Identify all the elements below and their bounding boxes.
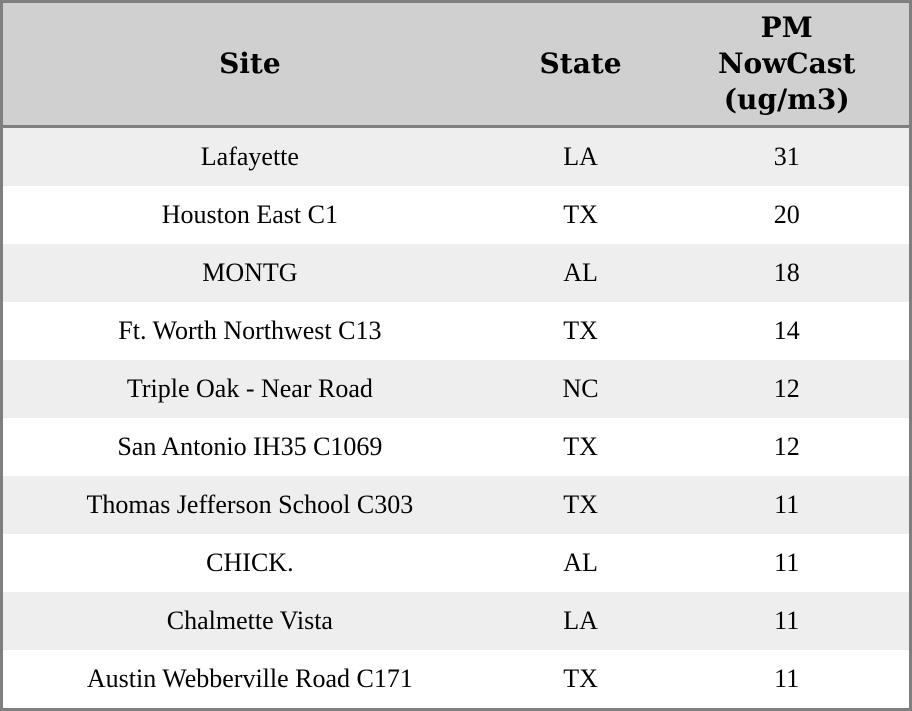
column-header-pm-nowcast: PM NowCast (ug/m3) xyxy=(664,3,909,128)
cell-state: TX xyxy=(563,431,598,461)
table-row: San Antonio IH35 C1069 TX 12 xyxy=(3,417,909,476)
table-row: MONTG AL 18 xyxy=(3,244,909,302)
cell-state: TX xyxy=(563,315,598,345)
cell-state: LA xyxy=(563,605,598,635)
cell-site: Lafayette xyxy=(200,142,299,171)
cell-state: LA xyxy=(563,142,598,171)
table-row: Lafayette LA 31 xyxy=(3,126,909,187)
cell-state: NC xyxy=(562,373,599,403)
cell-state: TX xyxy=(563,489,598,519)
table-row: Thomas Jefferson School C303 TX 11 xyxy=(3,475,909,534)
cell-site: Chalmette Vista xyxy=(166,605,333,635)
table-header: Site State PM NowCast (ug/m3) xyxy=(3,3,909,128)
cell-pm: 11 xyxy=(774,663,800,693)
cell-pm: 31 xyxy=(773,142,800,171)
table-row: Houston East C1 TX 20 xyxy=(3,186,909,244)
table-row: Chalmette Vista LA 11 xyxy=(3,591,909,650)
cell-site: Ft. Worth Northwest C13 xyxy=(118,315,382,345)
table-body: Lafayette LA 31 Houston East C1 TX 20 MONTG AL 1… xyxy=(3,126,909,708)
cell-site: Houston East C1 xyxy=(161,200,338,229)
table-row: Triple Oak - Near Road NC 12 xyxy=(3,359,909,418)
header-row: Site State PM NowCast (ug/m3) xyxy=(3,3,909,128)
cell-state: AL xyxy=(563,257,598,287)
table-row: CHICK. AL 11 xyxy=(3,533,909,592)
cell-state: AL xyxy=(563,547,598,577)
cell-pm: 12 xyxy=(773,431,800,461)
cell-site: San Antonio IH35 C1069 xyxy=(117,431,383,461)
cell-pm: 11 xyxy=(774,547,800,577)
cell-site: MONTG xyxy=(202,257,298,287)
cell-pm: 14 xyxy=(773,315,800,345)
column-header-state: State xyxy=(496,3,665,128)
cell-state: TX xyxy=(563,663,598,693)
table-row: Austin Webberville Road C171 TX 11 xyxy=(3,649,909,708)
cell-pm: 20 xyxy=(773,200,800,229)
cell-pm: 11 xyxy=(774,489,800,519)
cell-site: Austin Webberville Road C171 xyxy=(86,663,413,693)
data-table: Site State PM NowCast (ug/m3) Lafayette L… xyxy=(3,3,909,708)
table-row: Ft. Worth Northwest C13 TX 14 xyxy=(3,301,909,360)
cell-site: CHICK. xyxy=(206,547,294,577)
cell-site: Triple Oak - Near Road xyxy=(126,373,373,403)
column-header-site: Site xyxy=(3,3,497,128)
cell-state: TX xyxy=(563,200,598,229)
cell-site: Thomas Jefferson School C303 xyxy=(86,489,414,519)
cell-pm: 18 xyxy=(773,257,800,287)
cell-pm: 12 xyxy=(773,373,800,403)
cell-pm: 11 xyxy=(774,605,800,635)
